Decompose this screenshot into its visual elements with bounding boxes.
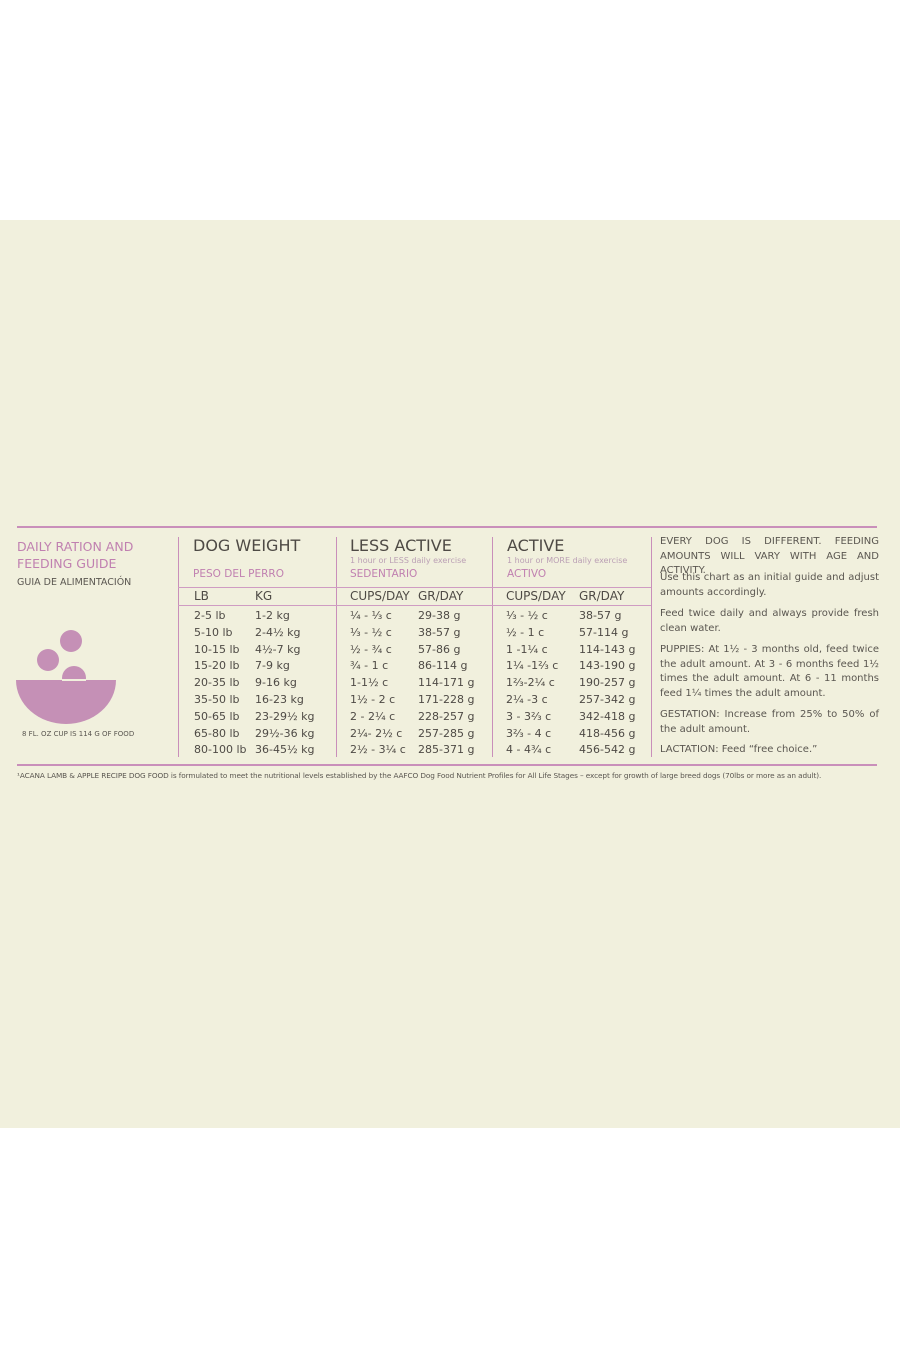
table-cell: 257-342 g: [579, 693, 636, 706]
table-cell: 1½ - 2 c: [350, 693, 396, 706]
guide-subtitle: GUIA DE ALIMENTACIÓN: [17, 577, 132, 588]
table-cell: 2¼- 2½ c: [350, 726, 403, 740]
note-paragraph: EVERY DOG IS DIFFERENT. FEEDING AMOUNTS …: [660, 536, 879, 576]
table-cell: 3⅔ - 4 c: [506, 726, 552, 740]
note-paragraph: Use this chart as an initial guide and a…: [660, 572, 879, 598]
group-spanish: PESO DEL PERRO: [193, 568, 284, 580]
table-cell: 342-418 g: [579, 709, 636, 723]
guide-title: DAILY RATION AND FEEDING GUIDE: [17, 539, 134, 571]
table-cell: 65-80 lb: [194, 726, 240, 740]
table-cell: ½ - 1 c: [506, 625, 545, 639]
table-cell: 5-10 lb: [194, 625, 233, 639]
table-cell: 20-35 lb: [194, 676, 240, 690]
table-cell: 29-38 g: [418, 609, 461, 622]
divider: [492, 537, 493, 757]
table-cell: 257-285 g: [418, 726, 475, 740]
column-header: CUPS/DAY: [506, 589, 566, 603]
table-cell: ⅓ - ½ c: [350, 625, 392, 639]
table-cell: 80-100 lb: [194, 743, 247, 757]
note-paragraph: Feed twice daily and always provide fres…: [660, 608, 879, 634]
divider: [336, 537, 337, 757]
table-cell: 57-114 g: [579, 625, 629, 639]
cup-note: 8 FL. OZ CUP IS 114 G OF FOOD: [22, 730, 135, 738]
table-cell: 190-257 g: [579, 676, 636, 690]
table-cell: 38-57 g: [418, 625, 461, 639]
table-cell: 1-2 kg: [255, 609, 290, 622]
table-cell: 4½-7 kg: [255, 642, 301, 656]
table-cell: 2½ - 3¼ c: [350, 743, 406, 757]
column-header: GR/DAY: [579, 589, 625, 603]
group-note: 1 hour or MORE daily exercise: [507, 556, 628, 565]
table-cell: 418-456 g: [579, 726, 636, 740]
group-title: DOG WEIGHT: [193, 536, 301, 555]
table-cell: ½ - ¾ c: [350, 642, 392, 656]
table-cell: 3 - 3⅔ c: [506, 709, 552, 723]
table-cell: 2-4½ kg: [255, 625, 301, 639]
bottom-rule: [17, 764, 877, 766]
table-cell: 86-114 g: [418, 659, 468, 673]
divider: [178, 537, 179, 757]
table-cell: 23-29½ kg: [255, 709, 315, 723]
table-cell: 2-5 lb: [194, 609, 226, 622]
group-title: LESS ACTIVE: [350, 536, 452, 555]
table-cell: 171-228 g: [418, 693, 475, 706]
divider: [651, 537, 652, 757]
table-cell: 1⅔-2¼ c: [506, 676, 555, 690]
label-panel: [0, 220, 900, 1128]
table-cell: 10-15 lb: [194, 642, 240, 656]
table-cell: 38-57 g: [579, 609, 622, 622]
column-header: CUPS/DAY: [350, 589, 410, 603]
group-spanish: SEDENTARIO: [350, 568, 418, 580]
table-cell: 114-143 g: [579, 642, 636, 656]
table-cell: 29½-36 kg: [255, 726, 315, 740]
note-paragraph: GESTATION: Increase from 25% to 50% of t…: [660, 709, 879, 735]
group-spanish: ACTIVO: [507, 568, 547, 580]
table-cell: 228-257 g: [418, 709, 475, 723]
table-cell: 2 - 2¼ c: [350, 709, 396, 723]
table-cell: ¼ - ⅓ c: [350, 609, 392, 622]
table-cell: 4 - 4¾ c: [506, 743, 552, 757]
table-cell: 1¼ -1⅔ c: [506, 659, 559, 673]
header-rule: [178, 605, 651, 606]
column-header: GR/DAY: [418, 589, 464, 603]
table-cell: 36-45½ kg: [255, 743, 315, 757]
table-cell: 35-50 lb: [194, 693, 240, 706]
header-rule: [178, 587, 651, 588]
table-cell: 1 -1¼ c: [506, 642, 548, 656]
column-header: KG: [255, 589, 273, 603]
table-cell: 285-371 g: [418, 743, 475, 757]
table-cell: ⅓ - ½ c: [506, 609, 548, 622]
table-cell: 15-20 lb: [194, 659, 240, 673]
column-header: LB: [194, 589, 209, 603]
table-cell: 143-190 g: [579, 659, 636, 673]
table-cell: 7-9 kg: [255, 659, 290, 673]
table-cell: 50-65 lb: [194, 709, 240, 723]
table-cell: 114-171 g: [418, 676, 475, 690]
table-cell: 1-1½ c: [350, 676, 389, 690]
table-cell: 2¼ -3 c: [506, 693, 548, 706]
group-title: ACTIVE: [507, 536, 565, 555]
table-cell: 57-86 g: [418, 642, 461, 656]
bowl-icon: [16, 630, 116, 724]
top-rule: [17, 526, 877, 528]
footnote: ¹ACANA LAMB & APPLE RECIPE DOG FOOD is f…: [17, 771, 822, 780]
table-cell: 456-542 g: [579, 743, 636, 757]
table-cell: 9-16 kg: [255, 676, 297, 690]
group-note: 1 hour or LESS daily exercise: [350, 556, 467, 565]
note-paragraph: LACTATION: Feed “free choice.”: [660, 744, 818, 755]
table-cell: ¾ - 1 c: [350, 659, 389, 673]
table-cell: 16-23 kg: [255, 693, 304, 706]
note-paragraph: PUPPIES: At 1½ - 3 months old, feed twic…: [660, 644, 879, 699]
